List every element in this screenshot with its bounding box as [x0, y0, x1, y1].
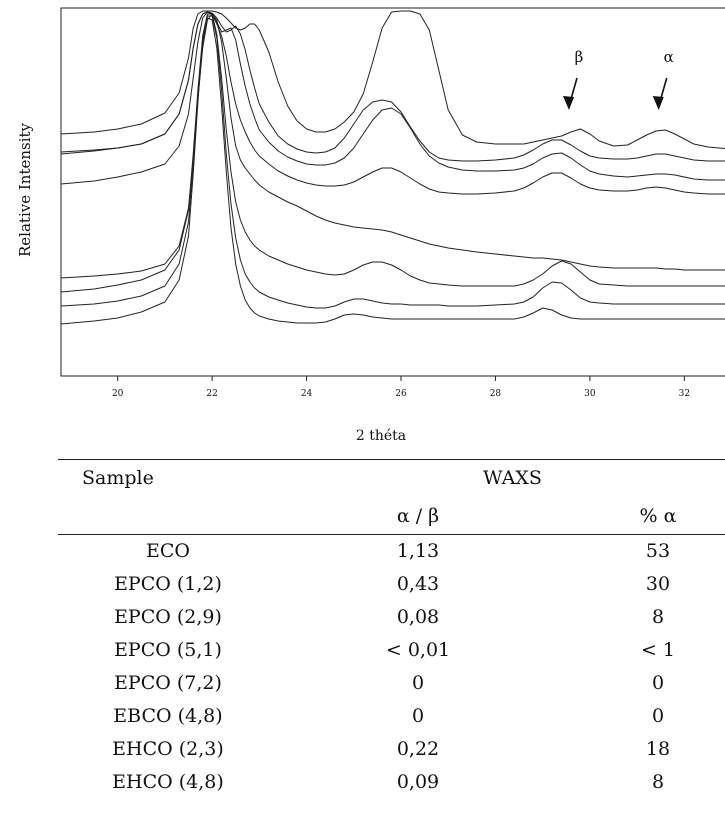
x-tick-group: 20 22 24 26 28 30 32: [112, 376, 690, 399]
xrd-trace-2: [61, 11, 725, 162]
table-cell-ratio: 1,13: [396, 540, 440, 562]
x-tick-label: 26: [395, 389, 407, 399]
x-tick-label: 30: [584, 389, 596, 399]
table-cell-sample: EPCO (7,2): [114, 672, 222, 694]
trace-group: [61, 10, 725, 325]
table-cell-sample: ECO: [146, 540, 190, 562]
table-cell-ratio: < 0,01: [385, 639, 451, 661]
table-cell-percent-alpha: 30: [645, 573, 671, 595]
table-cell-percent-alpha: 53: [645, 540, 671, 562]
xrd-trace-8: [61, 17, 725, 325]
table-top-rule: [58, 459, 725, 460]
x-tick-label: 24: [301, 389, 313, 399]
peak-label-alpha: α: [664, 48, 674, 66]
table-header-sample: Sample: [82, 467, 154, 489]
x-tick-label: 20: [112, 389, 124, 399]
table-cell-percent-alpha: 8: [651, 771, 665, 793]
table-group-header-waxs: WAXS: [483, 467, 542, 489]
table-cell-percent-alpha: 0: [651, 672, 665, 694]
xrd-trace-3: [61, 11, 725, 181]
x-tick-label: 32: [679, 389, 690, 399]
table-cell-sample: EPCO (1,2): [114, 573, 222, 595]
xrd-trace-7: [61, 15, 725, 309]
table-cell-ratio: 0,22: [396, 738, 440, 760]
table-header-percent-alpha: % α: [639, 505, 677, 527]
x-axis-label: 2 théta: [356, 428, 406, 444]
table-cell-ratio: 0: [411, 705, 425, 727]
xrd-trace-6: [61, 13, 725, 293]
table-cell-sample: EHCO (4,8): [112, 771, 224, 793]
y-axis-label: Relative Intensity: [16, 122, 34, 257]
plot-frame: [60, 7, 725, 377]
peak-arrow-head: [652, 96, 664, 110]
table-cell-sample: EHCO (2,3): [112, 738, 224, 760]
peak-arrow-head: [563, 96, 574, 110]
xrd-trace-1: [61, 10, 725, 149]
table-cell-ratio: 0,09: [396, 771, 440, 793]
table-cell-percent-alpha: < 1: [640, 639, 676, 661]
table-cell-sample: EPCO (2,9): [114, 606, 222, 628]
peak-label-beta: β: [575, 48, 584, 66]
table-cell-ratio: 0,08: [396, 606, 440, 628]
table-cell-percent-alpha: 18: [645, 738, 671, 760]
table-cell-sample: EPCO (5,1): [114, 639, 222, 661]
table-cell-percent-alpha: 0: [651, 705, 665, 727]
table-header-rule: [58, 534, 725, 535]
table-cell-percent-alpha: 8: [651, 606, 665, 628]
x-tick-label: 28: [490, 389, 502, 399]
xrd-trace-5: [61, 13, 725, 279]
x-tick-label: 22: [206, 389, 217, 399]
table-header-ratio: α / β: [396, 505, 440, 527]
table-cell-ratio: 0: [411, 672, 425, 694]
table-cell-ratio: 0,43: [396, 573, 440, 595]
table-cell-sample: EBCO (4,8): [113, 705, 223, 727]
